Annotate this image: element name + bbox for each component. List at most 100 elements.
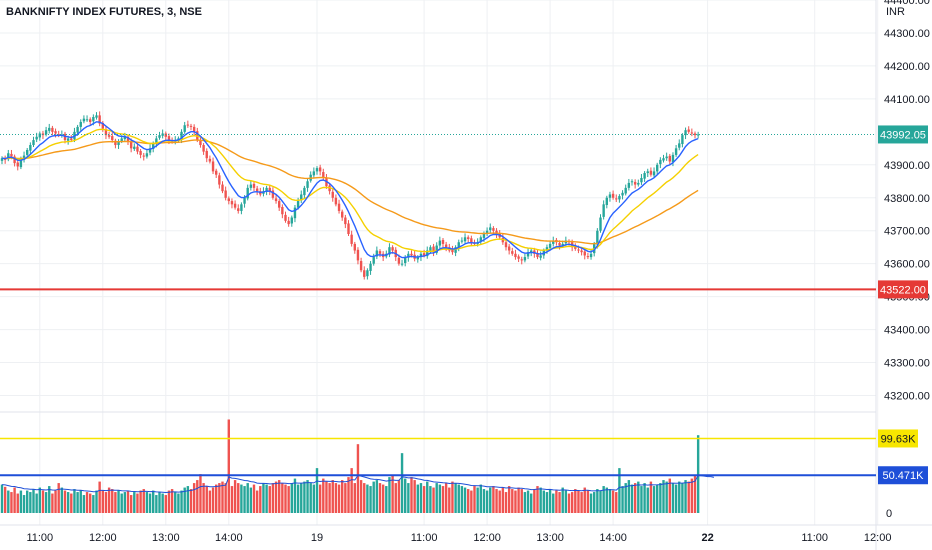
y-tick-label: 43700.00: [884, 226, 930, 238]
candle-body: [624, 187, 627, 194]
volume-bar: [281, 483, 284, 513]
volume-bar: [265, 484, 268, 513]
y-tick-label: 43300.00: [884, 358, 930, 370]
candle-body: [13, 156, 16, 164]
candle-body: [287, 220, 290, 225]
volume-bar: [139, 490, 142, 513]
candle-body: [489, 227, 492, 231]
x-tick-label: 12:00: [473, 532, 501, 544]
candle-body: [211, 161, 215, 172]
candle-body: [202, 145, 205, 152]
volume-bar: [479, 484, 482, 513]
candle-body: [523, 257, 527, 261]
candle-body: [504, 242, 508, 248]
volume-bar: [501, 487, 505, 513]
volume-bar: [378, 483, 382, 513]
volume-bar: [145, 492, 149, 513]
volume-bar: [60, 487, 64, 513]
volume-bar: [570, 492, 574, 513]
candle-body: [574, 246, 577, 249]
candle-body: [57, 134, 60, 136]
volume-bar: [564, 490, 568, 513]
candle-body: [158, 135, 161, 138]
candle-body: [186, 124, 190, 126]
candle-body: [441, 239, 445, 244]
volume-bar: [539, 487, 542, 513]
candle-body: [640, 177, 643, 183]
volume-bar: [341, 480, 344, 513]
candle-body: [633, 181, 637, 185]
candle-body: [303, 187, 306, 196]
volume-bar: [489, 487, 492, 513]
candle-body: [495, 230, 498, 235]
volume-bar: [249, 487, 253, 513]
y-tick-label: 43900.00: [884, 160, 930, 172]
candle-body: [318, 167, 322, 172]
volume-bar: [230, 486, 234, 513]
x-tick-label: 12:00: [864, 532, 892, 544]
volume-bar: [659, 483, 662, 513]
volume-bar: [126, 490, 130, 513]
volume-bar: [199, 474, 202, 513]
volume-bar: [73, 489, 76, 513]
volume-bar: [38, 487, 41, 513]
last-price-label: 43992.05: [880, 129, 926, 141]
candle-body: [388, 247, 391, 255]
volume-bar: [574, 489, 577, 513]
volume-bar: [545, 492, 549, 513]
volume-bar: [633, 483, 637, 513]
volume-bar: [593, 492, 596, 513]
volume-bar: [312, 484, 316, 513]
candle-body: [479, 237, 482, 242]
volume-bar: [107, 487, 111, 513]
volume-bar: [211, 487, 215, 513]
support-label: 43522.00: [880, 284, 926, 296]
volume-bar: [681, 483, 684, 513]
volume-bar: [41, 490, 45, 513]
volume-bar: [271, 483, 275, 513]
candle-body: [243, 197, 246, 204]
volume-bar: [233, 480, 237, 513]
candle-body: [82, 118, 86, 122]
candle-body: [284, 214, 287, 221]
x-tick-label: 11:00: [26, 532, 53, 544]
volume-bar: [400, 453, 404, 513]
candle-body: [359, 261, 363, 271]
price-pane: [0, 111, 700, 280]
y-tick-label: 43400.00: [884, 325, 930, 337]
volume-bar: [624, 483, 627, 513]
candle-body: [315, 168, 319, 172]
candle-body: [215, 170, 218, 175]
volume-bar: [334, 483, 338, 513]
candle-body: [129, 141, 133, 149]
volume-bar: [274, 481, 278, 513]
volume-bar: [10, 492, 13, 513]
volume-bar: [101, 490, 104, 513]
ema-orange-line: [1, 139, 699, 245]
volume-bar: [674, 484, 678, 513]
candle-body: [54, 131, 57, 134]
candle-body: [240, 204, 243, 211]
volume-bar: [350, 468, 353, 513]
volume-bar: [218, 483, 221, 513]
volume-bar: [44, 492, 48, 513]
candle-body: [649, 170, 653, 175]
candle-body: [104, 129, 108, 136]
candle-body: [337, 203, 341, 211]
volume-bar: [580, 492, 583, 513]
candle-body: [164, 133, 167, 137]
volume-bar: [514, 490, 517, 513]
x-tick-label: 19: [311, 532, 323, 544]
candle-body: [492, 228, 495, 231]
candle-body: [89, 119, 92, 122]
candle-body: [618, 196, 621, 200]
volume-bar: [678, 481, 681, 513]
candle-body: [274, 198, 278, 202]
volume-bar: [16, 493, 19, 513]
candle-body: [611, 193, 615, 198]
candle-body: [681, 135, 684, 145]
candle-body: [290, 217, 293, 224]
volume-bar: [555, 490, 558, 513]
candle-body: [596, 230, 599, 245]
